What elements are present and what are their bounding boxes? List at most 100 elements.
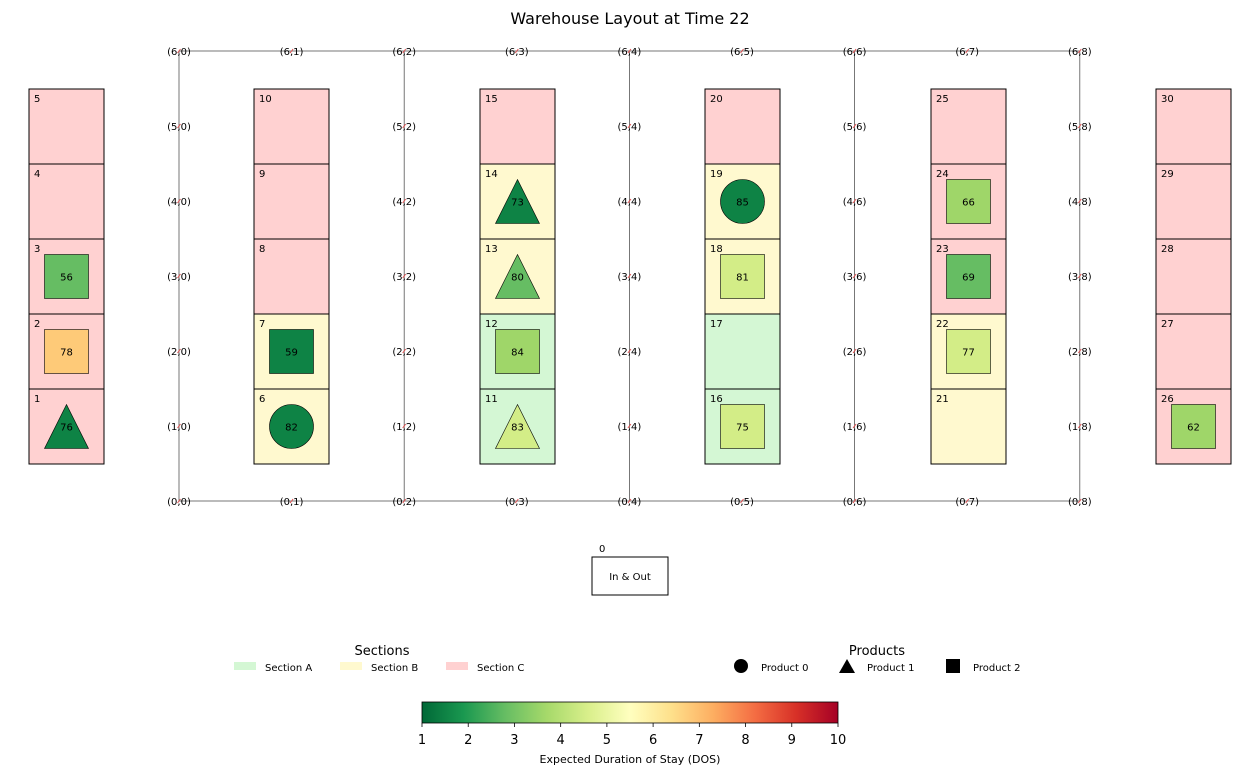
slot-8: 8 — [253, 238, 330, 315]
product-label: 84 — [511, 348, 524, 359]
node-label: (2,0) — [167, 347, 191, 358]
product-1-marker — [44, 403, 89, 449]
colorbar-tick-label: 8 — [741, 733, 749, 748]
node-marker — [740, 48, 744, 54]
node-marker — [1077, 123, 1082, 129]
node-label: (6,5) — [730, 47, 754, 58]
node-label: (3,8) — [1068, 272, 1092, 283]
product-label: 66 — [962, 198, 975, 209]
slot-id: 9 — [259, 169, 265, 180]
slot-id: 4 — [34, 169, 40, 180]
slot-30: 30 — [1155, 88, 1232, 165]
node-label: (5,2) — [392, 122, 416, 133]
colorbar-tick-label: 2 — [464, 733, 472, 748]
node-label: (4,0) — [167, 197, 191, 208]
colorbar-tick-label: 1 — [418, 733, 426, 748]
node-marker — [627, 348, 632, 354]
slot-24: 24 66 — [930, 163, 1007, 240]
slot-box — [1155, 313, 1232, 390]
slot-9: 9 — [253, 163, 330, 240]
node-marker — [852, 498, 857, 504]
product-label: 75 — [736, 423, 749, 434]
node-label: (1,8) — [1068, 422, 1092, 433]
slot-id: 17 — [710, 319, 723, 330]
node-marker — [1077, 198, 1082, 204]
product-2-marker — [720, 254, 765, 299]
node-marker — [177, 273, 181, 279]
node-marker — [289, 498, 294, 504]
node-label: (2,4) — [618, 347, 642, 358]
slot-id: 5 — [34, 94, 40, 105]
dos-colorbar: 1 2 3 4 5 6 7 8 9 10 Expected Duration of Stay (D… — [418, 701, 846, 766]
node-label: (4,6) — [843, 197, 867, 208]
slot-id: 7 — [259, 319, 265, 330]
node-label: (5,0) — [167, 122, 191, 133]
node-label: (3,0) — [167, 272, 191, 283]
node-marker — [627, 123, 632, 129]
aisle-grid: (0,0) (0,1) (0,2) (0,3) (0,4) (0,5) (0,6) (0,7)… — [167, 47, 1092, 508]
slot-3: 3 56 — [28, 238, 105, 315]
product-2-marker — [946, 179, 991, 224]
product-label: 85 — [736, 198, 749, 209]
node-marker — [177, 348, 181, 354]
node-label: (0,6) — [843, 497, 867, 508]
node-label: (0,2) — [392, 497, 416, 508]
node-label: (6,8) — [1068, 47, 1092, 58]
node-label: (3,6) — [843, 272, 867, 283]
slot-id: 11 — [485, 394, 498, 405]
slot-26: 26 62 — [1155, 388, 1232, 465]
io-station-box — [591, 556, 669, 596]
node-marker — [1077, 498, 1082, 504]
slot-20: 20 — [704, 88, 781, 165]
slot-id: 16 — [710, 394, 723, 405]
section-b-swatch — [340, 662, 362, 670]
node-label: (2,8) — [1068, 347, 1092, 358]
node-label: (5,6) — [843, 122, 867, 133]
slot-11: 11 83 — [479, 388, 556, 465]
slot-box — [704, 313, 781, 390]
colorbar-ticks: 1 2 3 4 5 6 7 8 9 10 — [418, 723, 846, 748]
slot-id: 27 — [1161, 319, 1174, 330]
slot-id: 25 — [936, 94, 949, 105]
slot-box — [930, 88, 1007, 165]
node-label: (2,2) — [392, 347, 416, 358]
node-marker — [852, 423, 857, 429]
node-marker — [402, 273, 407, 279]
node-label: (5,8) — [1068, 122, 1092, 133]
slot-id: 3 — [34, 244, 40, 255]
triangle-icon — [839, 659, 855, 673]
slot-id: 13 — [485, 244, 498, 255]
node-label: (6,3) — [505, 47, 529, 58]
section-b-label: Section B — [371, 663, 418, 674]
node-label: (6,0) — [167, 47, 191, 58]
node-marker — [1077, 348, 1082, 354]
node-marker — [402, 198, 407, 204]
slot-4: 4 — [28, 163, 105, 240]
product-2-marker — [44, 329, 89, 374]
io-station-id: 0 — [599, 544, 605, 555]
slot-12: 12 84 — [479, 313, 556, 390]
slot-13: 13 80 — [479, 238, 556, 315]
product-2-marker — [946, 254, 991, 299]
node-marker — [627, 273, 632, 279]
node-label: (4,8) — [1068, 197, 1092, 208]
slot-27: 27 — [1155, 313, 1232, 390]
node-marker — [402, 348, 407, 354]
product-label: 62 — [1187, 423, 1200, 434]
node-marker — [852, 348, 857, 354]
node-label: (0,5) — [730, 497, 754, 508]
slot-17: 17 — [704, 313, 781, 390]
node-marker — [177, 48, 181, 54]
node-label: (3,4) — [618, 272, 642, 283]
node-label: (2,6) — [843, 347, 867, 358]
slot-box — [253, 238, 330, 315]
node-marker — [1077, 48, 1082, 54]
node-label: (6,4) — [618, 47, 642, 58]
slot-box — [479, 88, 556, 165]
io-station-label: In & Out — [609, 572, 651, 583]
products-legend-title: Products — [849, 644, 905, 659]
product-label: 69 — [962, 273, 975, 284]
slot-id: 26 — [1161, 394, 1174, 405]
